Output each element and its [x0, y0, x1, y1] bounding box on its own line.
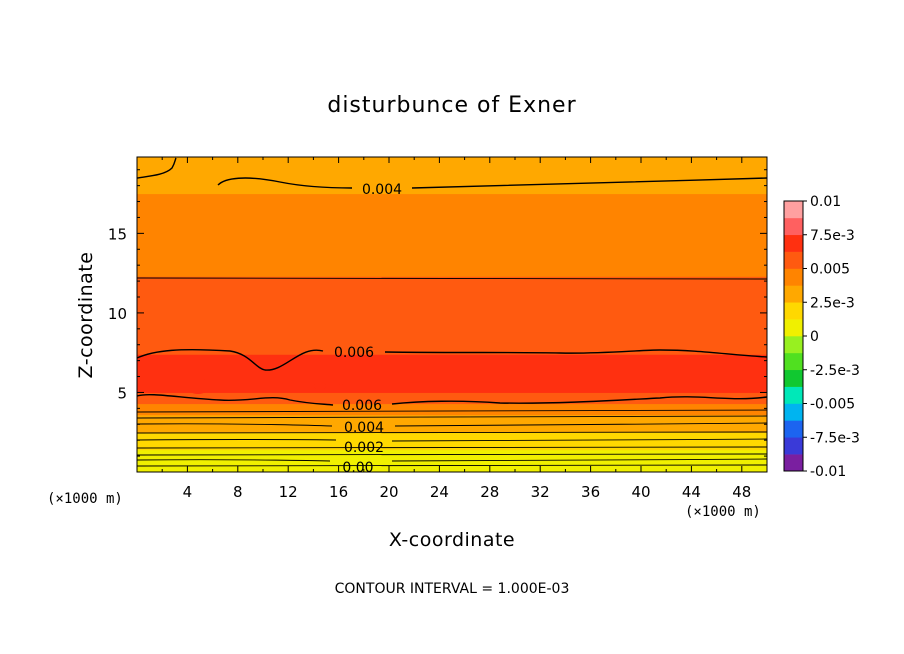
x-tick-label: 28 [480, 483, 499, 501]
max-blob [186, 378, 210, 394]
x-tick-label: 48 [732, 483, 751, 501]
colorbar-label: -0.01 [810, 464, 846, 480]
colorbar-label: -0.005 [810, 397, 855, 413]
colorbar-segment [784, 352, 803, 371]
y-tick-label: 5 [117, 384, 127, 402]
contour-interval-note: CONTOUR INTERVAL = 1.000E-03 [335, 581, 570, 597]
y-axis-title: Z-coordinate [75, 252, 97, 379]
contour-line [136, 157, 768, 189]
contour-label: 0.002 [344, 440, 384, 456]
max-blob [338, 384, 344, 388]
contour-band [137, 459, 767, 468]
x-tick-label: 8 [233, 483, 243, 501]
x-axis-title: X-coordinate [389, 529, 515, 551]
colorbar-segment [784, 217, 803, 236]
colorbar-segment [784, 319, 803, 337]
contour-band [137, 193, 767, 234]
colorbar-segment [784, 369, 803, 387]
plot-area: 0.004 0.006 0.006 0.004 0.002 0.00 4 8 12 1… [108, 156, 768, 501]
contour-band [137, 312, 767, 355]
contour-band [137, 424, 767, 433]
colorbar-segment [784, 386, 803, 404]
contour-band [137, 440, 767, 451]
colorbar-segment [784, 302, 803, 320]
x-unit-right: (×1000 m) [685, 504, 761, 520]
contour-band [137, 467, 767, 473]
colorbar-segment [784, 437, 803, 455]
colorbar-label: -7.5e-3 [810, 430, 860, 446]
y-tick-label: 10 [108, 305, 127, 323]
contour-label: 0.00 [342, 460, 373, 476]
contour-fill-bands [137, 157, 767, 473]
plot-frame [136, 156, 768, 473]
x-axis: 4 8 12 16 20 24 28 32 36 40 44 48 [161, 157, 751, 501]
colorbar-segment [784, 268, 803, 286]
contour-line [136, 393, 768, 406]
contour-line [136, 464, 768, 467]
contour-line [136, 458, 768, 462]
colorbar-label: 0.005 [810, 262, 850, 278]
contour-line [136, 446, 768, 449]
colorbar: 0.01 7.5e-3 0.005 2.5e-3 0 -2.5e-3 -0.005 -7.5e… [783, 194, 860, 480]
x-unit-left: (×1000 m) [47, 491, 123, 507]
contour-band [137, 392, 767, 405]
y-axis: 5 10 15 [108, 169, 767, 457]
contour-label: 0.004 [344, 420, 384, 436]
colorbar-segment [784, 251, 803, 269]
contour-band [137, 432, 767, 441]
contour-line [136, 453, 768, 456]
x-tick-label: 12 [279, 483, 298, 501]
colorbar-label: -2.5e-3 [810, 363, 860, 379]
x-tick-label: 20 [379, 483, 398, 501]
x-tick-label: 24 [430, 483, 449, 501]
x-tick-label: 40 [631, 483, 650, 501]
colorbar-segment [784, 201, 803, 219]
contour-label: 0.004 [362, 182, 402, 198]
contour-band [137, 157, 767, 195]
x-tick-label: 44 [682, 483, 701, 501]
contour-band [137, 354, 767, 393]
colorbar-label: 2.5e-3 [810, 295, 855, 311]
colorbar-segment [784, 336, 803, 354]
contour-line [136, 431, 768, 434]
colorbar-label: 0.01 [810, 194, 841, 210]
x-tick-label: 32 [531, 483, 550, 501]
contour-band [137, 403, 767, 416]
contour-label: 0.006 [334, 345, 374, 361]
x-tick-label: 16 [329, 483, 348, 501]
chart-title: disturbunce of Exner [327, 93, 576, 118]
contour-band [137, 414, 767, 425]
max-blob [314, 382, 326, 390]
colorbar-label: 7.5e-3 [810, 228, 855, 244]
x-tick-label: 4 [183, 483, 193, 501]
contour-line [136, 348, 768, 371]
colorbar-segment [784, 285, 803, 303]
colorbar-label: 0 [810, 329, 819, 345]
contour-line [136, 422, 768, 427]
colorbar-segment [784, 234, 803, 252]
contour-line [136, 438, 768, 442]
colorbar-segment [784, 454, 803, 472]
colorbar-segment [784, 403, 803, 421]
colorbar-segment [784, 420, 803, 438]
local-maxima-blobs [186, 378, 344, 394]
contour-band [137, 276, 767, 314]
x-tick-label: 36 [581, 483, 600, 501]
y-tick-label: 15 [108, 225, 127, 243]
contour-label: 0.006 [342, 398, 382, 414]
contour-band [137, 233, 767, 277]
